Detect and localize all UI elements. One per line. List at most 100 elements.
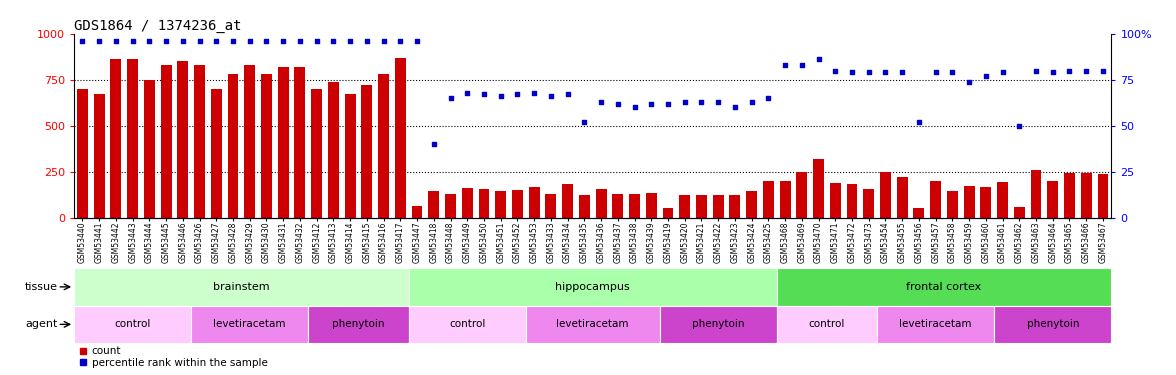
Point [876,69,895,75]
Point [626,104,644,110]
Bar [178,62,188,217]
Point [826,68,844,74]
Bar [194,65,205,218]
Bar [294,67,306,218]
Point [492,93,510,99]
Bar [914,209,924,218]
Bar [997,182,1008,218]
Bar [74,268,409,306]
Point [860,69,878,75]
Bar [1014,207,1024,218]
Bar [662,209,674,218]
Point [759,95,777,101]
Bar [127,60,138,217]
Bar [445,194,456,217]
Text: brainstem: brainstem [213,282,269,292]
Point [274,38,293,44]
Bar [546,194,556,217]
Point [290,38,309,44]
Bar [395,58,406,217]
Bar [595,189,607,217]
Text: phenytoin: phenytoin [1027,320,1080,329]
Bar [947,191,957,217]
Bar [994,306,1111,343]
Bar [562,183,573,218]
Point [742,99,761,105]
Point [223,38,242,44]
Point [524,90,543,96]
Bar [660,306,776,343]
Bar [308,306,409,343]
Bar [312,89,322,218]
Point [408,38,427,44]
Point [909,119,928,125]
Point [994,69,1013,75]
Point [709,99,728,105]
Point [107,38,126,44]
Point [207,38,226,44]
Point [341,38,360,44]
Bar [261,74,272,217]
Bar [94,94,105,218]
Text: frontal cortex: frontal cortex [907,282,982,292]
Bar [1030,170,1042,217]
Bar [813,159,824,218]
Bar [526,306,660,343]
Text: tissue: tissue [25,282,58,292]
Point [508,92,527,98]
Point [123,38,142,44]
Point [726,104,744,110]
Point [323,38,342,44]
Point [73,38,92,44]
Point [1010,123,1029,129]
Bar [880,172,891,217]
Bar [76,89,88,218]
Bar [192,306,308,343]
Bar [780,181,790,218]
Text: levetiracetam: levetiracetam [556,320,629,329]
Bar [462,188,473,218]
Bar [776,268,1111,306]
Bar [613,194,623,217]
Point [675,99,694,105]
Point [809,57,828,63]
Bar [763,181,774,218]
Bar [529,187,540,218]
Bar [680,195,690,217]
Bar [512,190,523,217]
Text: levetiracetam: levetiracetam [214,320,286,329]
Point [390,38,409,44]
Point [173,38,192,44]
Text: control: control [114,320,151,329]
Bar [1048,181,1058,218]
Point [358,38,376,44]
Text: GDS1864 / 1374236_at: GDS1864 / 1374236_at [74,19,241,33]
Bar [328,81,339,218]
Point [608,100,627,106]
Point [425,141,443,147]
Text: control: control [809,320,846,329]
Text: phenytoin: phenytoin [691,320,744,329]
Bar [776,306,877,343]
Point [1043,69,1062,75]
Point [156,38,175,44]
Text: control: control [449,320,486,329]
Bar [211,89,222,218]
Point [1077,68,1096,74]
Point [976,73,995,79]
Point [776,62,795,68]
Point [691,99,710,105]
Text: phenytoin: phenytoin [333,320,385,329]
Bar [1081,173,1091,217]
Bar [696,195,707,217]
Point [307,38,326,44]
Bar [74,306,192,343]
Point [240,38,259,44]
Point [642,100,661,106]
Bar [930,181,941,218]
Bar [228,74,239,217]
Point [258,38,276,44]
Point [457,90,476,96]
Point [842,69,861,75]
Bar [981,187,991,218]
